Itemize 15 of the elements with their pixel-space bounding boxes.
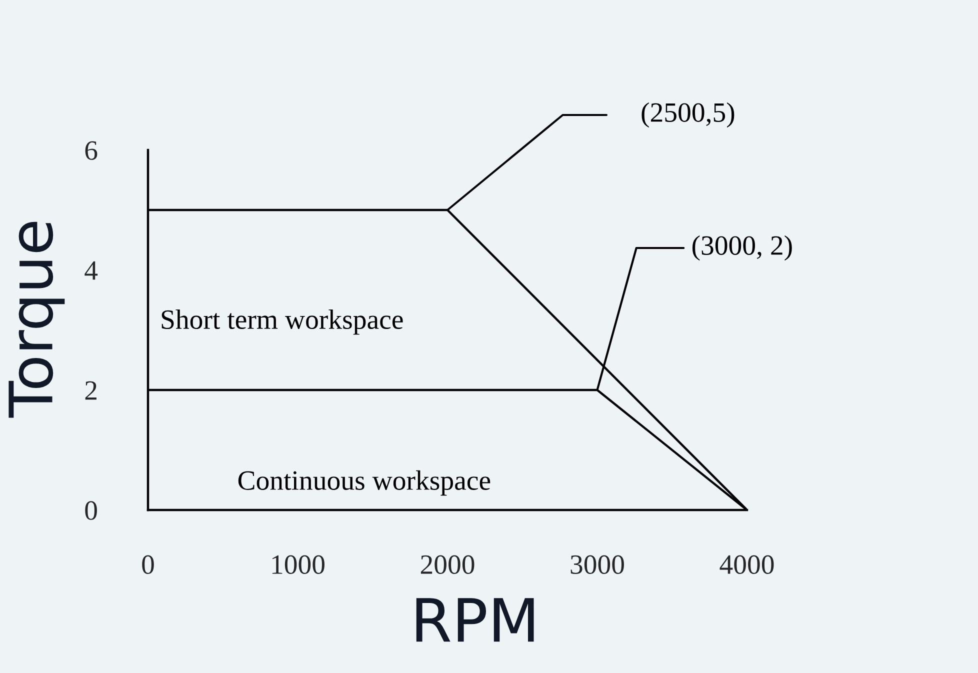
x-tick-label: 1000	[272, 555, 324, 574]
annotation: Short term workspace	[162, 309, 403, 335]
x-tick-label: 4000	[720, 555, 774, 574]
annotation: (2500,5)	[642, 102, 734, 128]
x-tick-label: 2000	[420, 555, 474, 574]
y-axis-title: Torque	[8, 222, 65, 418]
annotation: (3000, 2)	[692, 235, 792, 261]
y-tick-label: 6	[85, 141, 98, 160]
x-tick-label: 0	[142, 555, 154, 574]
y-tick-label: 0	[85, 501, 97, 520]
y-tick-label: 4	[84, 261, 98, 280]
y-tick-label: 2	[85, 381, 96, 400]
x-axis-title: RPM	[416, 598, 534, 642]
annotation: Continuous workspace	[238, 470, 490, 496]
x-tick-label: 3000	[570, 555, 624, 574]
